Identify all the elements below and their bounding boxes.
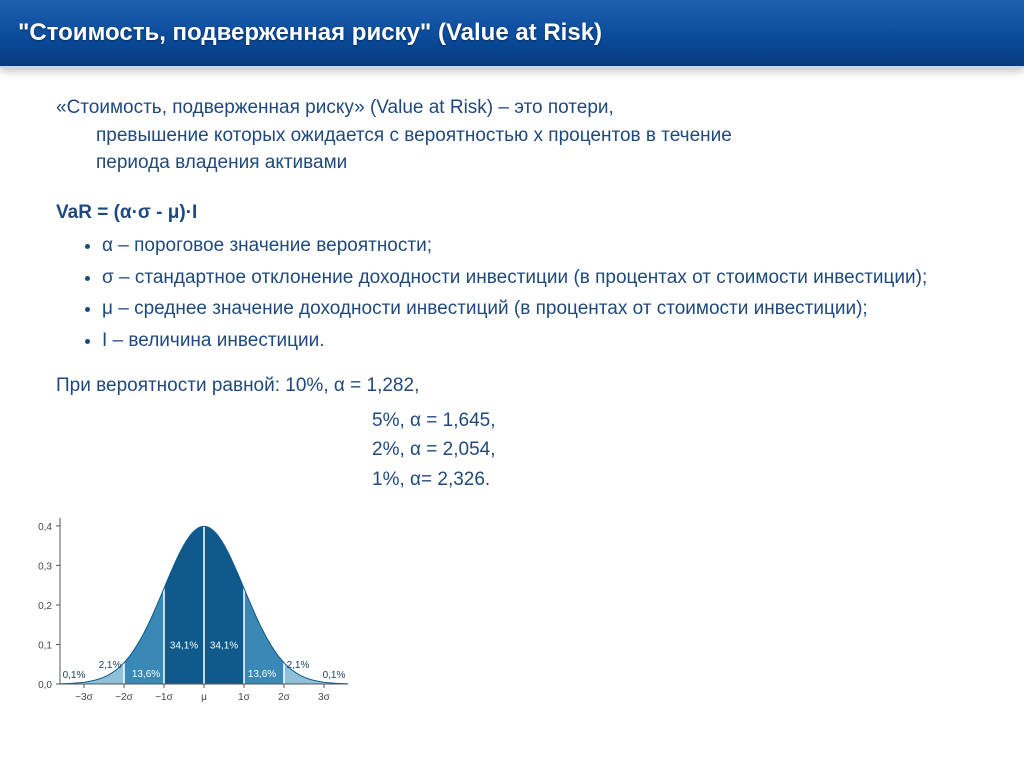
- alpha-line-5: 5%, α = 1,645,: [372, 406, 976, 435]
- svg-text:0,3: 0,3: [38, 561, 52, 572]
- definition-line-1: «Стоимость, подверженная риску» (Value a…: [56, 94, 976, 122]
- svg-text:13,6%: 13,6%: [132, 669, 160, 680]
- svg-text:0,2: 0,2: [38, 601, 52, 612]
- normal-distribution-chart: 0,0 0,1 0,2 0,3 0,4 −3σ −2σ −1σ μ 1σ 2σ 3σ 34,1% 34,1…: [24, 510, 354, 720]
- svg-text:34,1%: 34,1%: [210, 640, 238, 651]
- svg-text:0,4: 0,4: [38, 522, 52, 533]
- svg-text:3σ: 3σ: [318, 692, 331, 703]
- alpha-intro: При вероятности равной: 10%, α = 1,282,: [56, 372, 976, 400]
- page-title: "Стоимость, подверженная риску" (Value a…: [18, 19, 602, 47]
- var-formula: VaR = (α·σ - μ)·I: [56, 199, 976, 227]
- alpha-line-2: 2%, α = 2,054,: [372, 435, 976, 464]
- svg-text:0,0: 0,0: [38, 680, 52, 691]
- var-mu: μ – среднее значение доходности инвестиц…: [102, 295, 976, 323]
- svg-text:2σ: 2σ: [278, 692, 291, 703]
- var-sigma: σ – стандартное отклонение доходности ин…: [102, 264, 976, 292]
- alpha-values: 5%, α = 1,645, 2%, α = 2,054, 1%, α= 2,3…: [56, 406, 976, 494]
- svg-text:−3σ: −3σ: [75, 692, 93, 703]
- svg-text:2,1%: 2,1%: [287, 660, 310, 671]
- definition-paragraph: «Стоимость, подверженная риску» (Value a…: [56, 94, 976, 177]
- definition-line-2: превышение которых ожидается с вероятнос…: [56, 122, 976, 150]
- svg-text:2,1%: 2,1%: [99, 660, 122, 671]
- svg-text:−2σ: −2σ: [115, 692, 133, 703]
- svg-text:13,6%: 13,6%: [248, 669, 276, 680]
- variable-list: α – пороговое значение вероятности; σ – …: [56, 232, 976, 354]
- svg-text:0,1%: 0,1%: [63, 670, 86, 681]
- svg-text:34,1%: 34,1%: [170, 640, 198, 651]
- svg-text:1σ: 1σ: [238, 692, 251, 703]
- svg-text:μ: μ: [201, 692, 207, 703]
- svg-text:−1σ: −1σ: [155, 692, 173, 703]
- var-i: I – величина инвестиции.: [102, 327, 976, 355]
- alpha-line-1: 1%, α= 2,326.: [372, 465, 976, 494]
- svg-text:0,1: 0,1: [38, 640, 52, 651]
- title-bar: "Стоимость, подверженная риску" (Value a…: [0, 0, 1024, 68]
- var-alpha: α – пороговое значение вероятности;: [102, 232, 976, 260]
- content-area: «Стоимость, подверженная риску» (Value a…: [0, 68, 1024, 494]
- svg-text:0,1%: 0,1%: [323, 670, 346, 681]
- chart-svg: 0,0 0,1 0,2 0,3 0,4 −3σ −2σ −1σ μ 1σ 2σ 3σ 34,1% 34,1…: [24, 510, 354, 720]
- definition-line-3: периода владения активами: [56, 149, 976, 177]
